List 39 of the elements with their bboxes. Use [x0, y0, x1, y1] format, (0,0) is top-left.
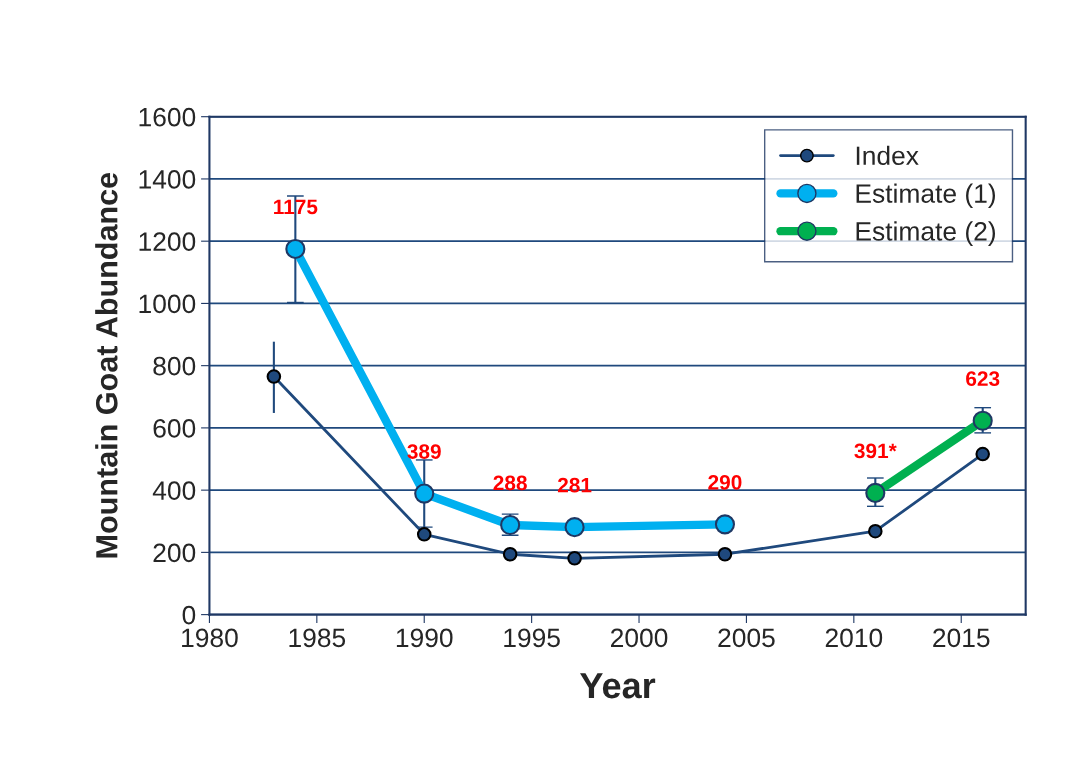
y-axis-title: Mountain Goat Abundance — [95, 172, 118, 558]
point — [567, 551, 582, 566]
y-tick-label: 1400 — [139, 170, 196, 189]
legend-label: Estimate (1) — [856, 183, 996, 209]
x-tick-label: 1995 — [504, 628, 560, 648]
data-label: 389 — [407, 444, 441, 459]
point — [285, 238, 306, 260]
data-label: 290 — [708, 474, 742, 490]
y-tick-label: 800 — [153, 356, 196, 376]
y-tick-label: 400 — [152, 481, 196, 500]
legend-label: Estimate (2) — [856, 221, 996, 246]
x-tick-label: 2010 — [825, 628, 883, 648]
y-tick-label: 1000 — [139, 294, 196, 314]
data-label: 391* — [854, 443, 897, 459]
y-tick-label: 1600 — [139, 107, 196, 127]
x-tick-label: 1990 — [396, 628, 453, 648]
x-tick-label: 2005 — [718, 628, 775, 648]
x-tick-label: 1980 — [182, 628, 238, 648]
data-label: 623 — [966, 371, 1000, 387]
point — [975, 446, 990, 462]
x-tick-label: 2015 — [933, 628, 990, 648]
x-tick-label: 1985 — [289, 628, 346, 648]
x-tick-label: 2000 — [611, 628, 668, 648]
point — [717, 546, 733, 562]
x-axis-title: Year — [580, 673, 656, 699]
y-tick-label: 0 — [182, 605, 196, 625]
point — [502, 546, 518, 562]
point — [714, 514, 736, 535]
point — [266, 369, 282, 384]
y-tick-label: 600 — [153, 419, 196, 438]
point — [868, 523, 883, 539]
y-tick-label: 200 — [153, 543, 196, 563]
point — [416, 527, 432, 542]
point — [414, 483, 435, 504]
y-tick-label: 1200 — [139, 232, 196, 251]
legend-label: Index — [856, 145, 919, 166]
data-label: 288 — [493, 475, 527, 491]
point — [865, 482, 886, 504]
point — [564, 517, 585, 538]
